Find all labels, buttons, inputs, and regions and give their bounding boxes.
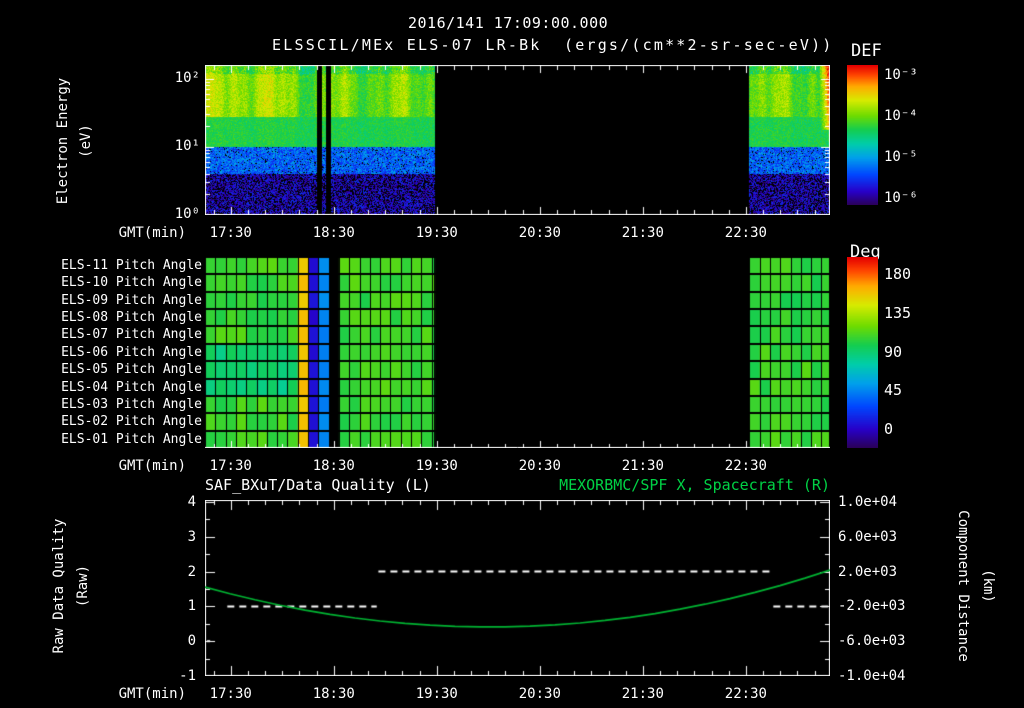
time-tick-timeseries-4: 21:30: [621, 686, 664, 702]
time-tick-spectrogram-4: 21:30: [621, 225, 664, 241]
quality-ytick-3: 1: [187, 598, 196, 615]
plot-subtitle: ELSSCIL/MEx ELS-07 LR-Bk (ergs/(cm**2-sr…: [272, 36, 834, 54]
energy-ytick-2: 10⁰: [174, 206, 200, 222]
def-cbar-tick-3: 10⁻⁶: [884, 190, 918, 207]
quality-ytick-5: -1: [179, 668, 196, 684]
pitch-angle-heatmap-canvas: [205, 257, 830, 448]
pitch-row-label-2: ELS-09 Pitch Angle: [61, 292, 202, 308]
time-tick-pitch-1: 18:30: [312, 458, 355, 474]
plot-datetime-title: 2016/141 17:09:00.000: [408, 14, 609, 32]
pitch-row-label-0: ELS-11 Pitch Angle: [61, 258, 202, 273]
pitch-row-label-10: ELS-01 Pitch Angle: [61, 431, 202, 447]
def-colorbar-canvas: [847, 65, 878, 205]
time-tick-timeseries-0: 17:30: [209, 686, 252, 702]
gmt-label-spectrogram: GMT(min): [118, 225, 186, 241]
distance-ytick-3: -2.0e+03: [838, 598, 906, 615]
spectrogram-ylabel-units: (eV): [78, 124, 94, 158]
quality-ytick-2: 2: [187, 563, 196, 580]
quality-ytick-1: 3: [187, 528, 196, 545]
quality-ytick-0: 4: [187, 494, 196, 510]
energy-ytick-1: 10¹: [174, 137, 200, 154]
pitch-row-label-7: ELS-04 Pitch Angle: [61, 379, 202, 395]
pitch-row-label-9: ELS-02 Pitch Angle: [61, 414, 202, 430]
quality-ylabel-units: (Raw): [75, 564, 91, 608]
time-tick-pitch-5: 22:30: [724, 458, 767, 474]
deg-cbar-tick-0: 180: [884, 264, 912, 283]
energy-ytick-0: 10²: [174, 69, 200, 86]
pitch-row-label-5: ELS-06 Pitch Angle: [61, 344, 202, 360]
deg-cbar-tick-2: 90: [884, 342, 903, 361]
pitch-row-label-8: ELS-03 Pitch Angle: [61, 396, 202, 412]
deg-colorbar-canvas: [847, 257, 878, 448]
spectrogram-ylabel: Electron Energy: [55, 77, 71, 205]
quality-ylabel: Raw Data Quality: [51, 518, 67, 654]
time-tick-spectrogram-2: 19:30: [415, 225, 458, 241]
time-tick-pitch-3: 20:30: [518, 458, 561, 474]
def-cbar-tick-1: 10⁻⁴: [884, 107, 918, 124]
gmt-label-timeseries: GMT(min): [118, 686, 186, 702]
timeseries-plot-canvas: [205, 500, 830, 676]
time-tick-pitch-2: 19:30: [415, 458, 458, 474]
distance-ytick-0: 1.0e+04: [838, 494, 898, 510]
pitch-row-label-3: ELS-08 Pitch Angle: [61, 310, 202, 326]
time-tick-spectrogram-5: 22:30: [724, 225, 767, 241]
pitch-row-label-1: ELS-10 Pitch Angle: [61, 275, 202, 291]
time-tick-spectrogram-1: 18:30: [312, 225, 355, 241]
deg-colorbar-title: Deg: [850, 242, 881, 262]
def-cbar-tick-2: 10⁻⁵: [884, 149, 918, 166]
deg-cbar-tick-4: 0: [884, 420, 894, 439]
quality-ytick-4: 0: [187, 633, 196, 650]
time-tick-spectrogram-0: 17:30: [209, 225, 252, 241]
legend-left: SAF_BXuT/Data Quality (L): [205, 476, 431, 494]
gmt-label-pitch: GMT(min): [118, 458, 186, 474]
deg-cbar-tick-3: 45: [884, 381, 903, 400]
distance-ytick-2: 2.0e+03: [838, 563, 898, 580]
time-tick-spectrogram-3: 20:30: [518, 225, 561, 241]
time-tick-pitch-4: 21:30: [621, 458, 664, 474]
distance-ytick-1: 6.0e+03: [838, 528, 898, 545]
electron-energy-spectrogram-canvas: [205, 65, 830, 215]
time-tick-timeseries-2: 19:30: [415, 686, 458, 702]
distance-ytick-4: -6.0e+03: [838, 633, 906, 650]
legend-right: MEXORBMC/SPF X, Spacecraft (R): [559, 476, 830, 494]
pitch-row-label-6: ELS-05 Pitch Angle: [61, 362, 202, 378]
distance-ytick-5: -1.0e+04: [838, 668, 906, 684]
time-tick-timeseries-5: 22:30: [724, 686, 767, 702]
time-tick-timeseries-3: 20:30: [518, 686, 561, 702]
distance-ylabel: Component Distance: [955, 510, 971, 662]
deg-cbar-tick-1: 135: [884, 303, 912, 322]
def-cbar-tick-0: 10⁻³: [884, 66, 918, 83]
time-tick-pitch-0: 17:30: [209, 458, 252, 474]
time-tick-timeseries-1: 18:30: [312, 686, 355, 702]
distance-ylabel-units: (km): [980, 569, 996, 603]
pitch-row-label-4: ELS-07 Pitch Angle: [61, 327, 202, 343]
def-colorbar-title: DEF: [851, 41, 882, 61]
